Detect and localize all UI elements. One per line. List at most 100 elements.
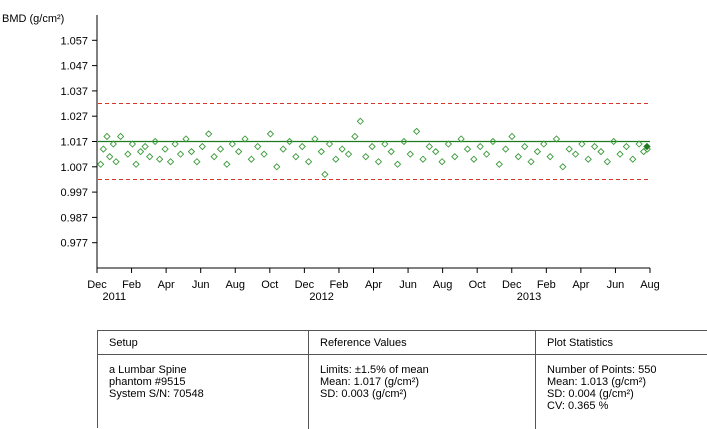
data-point — [216, 145, 225, 153]
data-point — [546, 153, 554, 161]
data-point — [106, 153, 114, 161]
data-point — [603, 158, 611, 166]
data-point — [374, 158, 383, 166]
data-point — [223, 160, 231, 168]
x-tick-label: Feb — [537, 279, 556, 291]
data-point — [476, 142, 484, 151]
y-tick-label: 1.027 — [60, 111, 88, 123]
x-tick-label: Feb — [329, 279, 348, 291]
data-point — [205, 130, 213, 138]
setup-line: System S/N: 70548 — [109, 388, 204, 400]
x-tick-label: Aug — [225, 279, 245, 291]
data-point — [559, 163, 567, 171]
data-point — [99, 145, 107, 153]
data-point — [552, 135, 561, 143]
data-point — [247, 155, 256, 163]
y-axis: 1.057 1.047 1.037 1.027 1.017 1.007 0.997 0.987… — [60, 15, 98, 268]
reference-lines — [98, 103, 650, 180]
data-point — [616, 150, 624, 158]
data-point — [311, 135, 319, 143]
data-point — [161, 145, 169, 153]
data-point — [96, 160, 105, 168]
y-tick-label: 1.057 — [60, 35, 88, 47]
setup-column: Setup a Lumbar Spine phantom #9515 Syste… — [98, 331, 308, 429]
data-point — [254, 142, 262, 151]
data-point — [228, 140, 236, 148]
plot-statistics-column: Plot Statistics Number of Points: 550 Me… — [535, 331, 707, 429]
data-point — [508, 132, 516, 141]
data-point — [260, 150, 268, 158]
x-tick-label: Dec — [87, 279, 107, 291]
x-tick-label: Dec — [295, 279, 315, 291]
x-tick-label: Apr — [365, 279, 382, 291]
data-points — [96, 117, 651, 179]
y-tick-label: 0.987 — [60, 212, 88, 224]
data-point — [368, 142, 376, 151]
data-point — [356, 117, 364, 125]
data-point — [501, 145, 510, 153]
data-point — [527, 158, 535, 166]
x-tick-label: Jun — [399, 279, 417, 291]
data-point — [387, 147, 395, 156]
data-point — [640, 147, 648, 156]
data-point — [325, 140, 334, 148]
reference-values-column: Reference Values Limits: ±1.5% of mean M… — [308, 331, 535, 429]
data-point — [565, 145, 573, 153]
bmd-chart: BMD (g/cm²) 1.0571.0471.0371.0271.0171.0… — [2, 13, 660, 303]
data-point — [317, 147, 325, 156]
data-point — [419, 155, 427, 163]
data-point — [489, 137, 497, 146]
x-tick-label: Dec — [502, 279, 522, 291]
data-point — [381, 140, 389, 148]
data-point — [514, 153, 522, 161]
x-year-label: 2013 — [517, 291, 541, 303]
y-tick-label: 0.997 — [60, 187, 88, 199]
data-point — [578, 140, 586, 148]
y-tick-label: 1.007 — [60, 162, 88, 174]
data-point — [406, 150, 414, 158]
plot-stat-line: CV: 0.365 % — [547, 400, 609, 412]
data-point — [109, 140, 117, 148]
x-tick-label: Jun — [607, 279, 625, 291]
data-point — [304, 158, 313, 166]
data-point — [521, 142, 529, 151]
data-point — [635, 140, 643, 148]
data-point — [156, 155, 164, 163]
data-point — [597, 147, 605, 156]
data-point — [146, 153, 154, 161]
data-point — [444, 140, 453, 148]
x-tick-label: Oct — [469, 279, 486, 291]
data-point — [136, 147, 145, 156]
setup-header: Setup — [98, 331, 308, 355]
reference-line: Limits: ±1.5% of mean — [320, 364, 429, 376]
data-point — [451, 153, 459, 161]
data-point — [338, 145, 346, 153]
y-tick-label: 0.977 — [60, 238, 88, 250]
plot-stat-line: SD: 0.004 (g/cm²) — [547, 388, 634, 400]
data-point — [116, 132, 125, 141]
x-tick-label: Aug — [640, 279, 660, 291]
data-point — [438, 158, 446, 166]
x-axis: Dec Feb Apr Jun Aug Oct Dec Feb Apr Jun Aug Oct Dec F… — [87, 267, 660, 303]
x-tick-label: Jun — [192, 279, 210, 291]
data-point — [166, 158, 175, 166]
data-point — [241, 135, 249, 143]
x-tick-label: Oct — [261, 279, 278, 291]
data-point — [266, 130, 275, 138]
data-point — [128, 140, 137, 148]
data-point — [351, 132, 359, 141]
plot-statistics-header: Plot Statistics — [536, 331, 707, 355]
data-point — [193, 158, 201, 166]
y-axis-label: BMD (g/cm²) — [2, 13, 64, 25]
data-point — [495, 160, 503, 168]
data-point — [629, 155, 637, 163]
data-point — [400, 137, 408, 146]
data-point — [482, 150, 491, 158]
data-point — [571, 150, 580, 158]
setup-line: phantom #9515 — [109, 376, 186, 388]
data-point — [132, 160, 140, 168]
data-point — [622, 142, 631, 151]
data-point — [112, 158, 120, 166]
data-point — [463, 145, 472, 153]
data-point — [321, 170, 329, 179]
